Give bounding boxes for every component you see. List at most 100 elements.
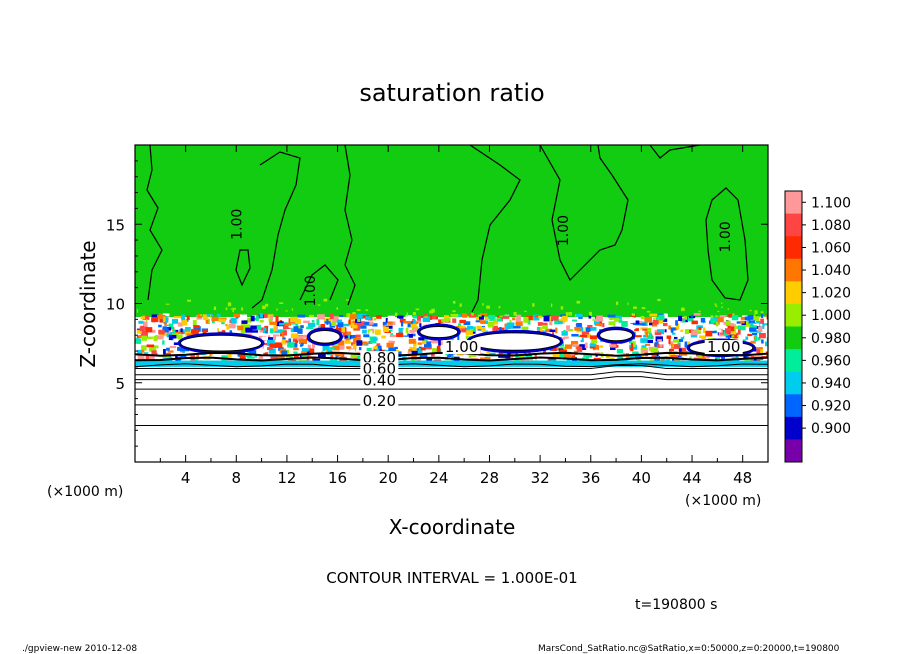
noise-cell bbox=[275, 326, 278, 331]
noise-cell bbox=[719, 315, 727, 318]
noise-cell bbox=[760, 318, 764, 324]
lower-contour-line bbox=[135, 356, 768, 362]
noise-cell bbox=[457, 335, 460, 341]
noise-cell bbox=[157, 314, 165, 319]
noise-cell bbox=[388, 340, 394, 343]
noise-cell bbox=[533, 314, 540, 321]
noise-cell bbox=[638, 355, 642, 359]
noise-cell bbox=[766, 337, 768, 344]
noise-cell bbox=[288, 324, 296, 328]
noise-cell bbox=[174, 331, 182, 335]
noise-cell bbox=[649, 313, 658, 317]
noise-cell-upper bbox=[265, 303, 269, 307]
noise-cell bbox=[153, 335, 158, 341]
colorbar-swatch bbox=[785, 191, 802, 215]
noise-cell bbox=[432, 314, 438, 319]
noise-cell bbox=[680, 332, 684, 338]
noise-cell bbox=[385, 318, 389, 324]
noise-cell bbox=[441, 318, 449, 323]
noise-cell bbox=[754, 335, 758, 342]
noise-cell bbox=[571, 333, 579, 337]
noise-cell bbox=[492, 325, 498, 331]
noise-cell bbox=[424, 341, 431, 348]
noise-cell bbox=[373, 346, 378, 350]
noise-cell bbox=[621, 320, 628, 327]
noise-cell bbox=[613, 321, 616, 327]
noise-cell bbox=[290, 316, 299, 323]
noise-cell-upper bbox=[551, 303, 553, 308]
noise-cell bbox=[173, 329, 176, 334]
noise-cell bbox=[253, 316, 258, 321]
noise-cell bbox=[173, 316, 182, 319]
noise-cell bbox=[413, 340, 417, 347]
noise-cell-upper bbox=[232, 309, 234, 313]
noise-cell-upper bbox=[429, 310, 433, 314]
noise-cell bbox=[356, 313, 364, 319]
noise-cell bbox=[617, 355, 624, 359]
noise-cell bbox=[169, 345, 177, 349]
noise-cell bbox=[749, 327, 757, 332]
noise-cell bbox=[345, 338, 350, 341]
noise-cell bbox=[564, 353, 571, 357]
noise-cell bbox=[309, 348, 315, 355]
noise-cell bbox=[758, 326, 763, 332]
noise-cell bbox=[371, 328, 374, 332]
noise-cell bbox=[729, 329, 737, 334]
noise-cell bbox=[751, 333, 758, 336]
noise-cell bbox=[764, 341, 768, 347]
contour-label: 0.20 bbox=[363, 392, 396, 410]
noise-cell bbox=[524, 358, 531, 362]
noise-cell bbox=[666, 356, 671, 362]
noise-cell bbox=[563, 329, 566, 333]
noise-cell-upper bbox=[424, 316, 428, 318]
noise-cell bbox=[410, 323, 417, 328]
noise-cell bbox=[374, 329, 381, 335]
noise-cell bbox=[549, 321, 553, 326]
noise-cell-upper bbox=[137, 309, 139, 313]
noise-cell bbox=[290, 333, 299, 339]
noise-cell bbox=[311, 343, 316, 348]
noise-cell bbox=[652, 319, 659, 325]
noise-cell bbox=[502, 351, 508, 356]
noise-cell bbox=[745, 321, 751, 327]
noise-cell bbox=[140, 330, 148, 337]
noise-cell bbox=[177, 322, 183, 327]
noise-cell bbox=[747, 333, 753, 337]
y-axis-label: Z-coordinate bbox=[76, 240, 100, 367]
noise-cell bbox=[679, 353, 682, 358]
contour-label: 1.00 bbox=[229, 209, 245, 240]
noise-cell-upper bbox=[627, 302, 629, 306]
noise-cell-upper bbox=[717, 310, 720, 313]
noise-cell bbox=[675, 320, 678, 326]
noise-cell bbox=[301, 348, 309, 352]
noise-cell bbox=[205, 319, 209, 324]
noise-cell bbox=[446, 351, 454, 357]
noise-cell-upper bbox=[323, 298, 328, 302]
colorbar-label: 1.060 bbox=[811, 240, 851, 256]
noise-cell bbox=[269, 328, 274, 334]
noise-cell bbox=[523, 316, 529, 323]
noise-cell bbox=[348, 319, 351, 325]
upper-contour-plume-d bbox=[469, 145, 521, 313]
noise-cell bbox=[192, 320, 197, 326]
noise-cell bbox=[685, 324, 692, 329]
noise-cell bbox=[274, 356, 282, 359]
noise-cell bbox=[456, 320, 460, 323]
noise-cell bbox=[141, 335, 147, 341]
noise-cell bbox=[337, 322, 344, 328]
noise-cell bbox=[760, 316, 768, 320]
noise-cell bbox=[412, 327, 417, 332]
noise-cell bbox=[609, 347, 616, 351]
noise-cell bbox=[151, 345, 159, 349]
noise-cell bbox=[486, 351, 491, 354]
noise-cell bbox=[389, 329, 393, 332]
noise-cell bbox=[180, 328, 183, 333]
noise-cell-upper bbox=[615, 301, 619, 305]
contour-label-bg bbox=[442, 340, 481, 355]
noise-cell bbox=[731, 315, 739, 321]
noise-cell bbox=[594, 344, 597, 350]
noise-cell bbox=[607, 314, 616, 318]
noise-cell bbox=[357, 355, 361, 360]
noise-cell-upper bbox=[213, 306, 217, 310]
noise-cell bbox=[758, 332, 766, 339]
